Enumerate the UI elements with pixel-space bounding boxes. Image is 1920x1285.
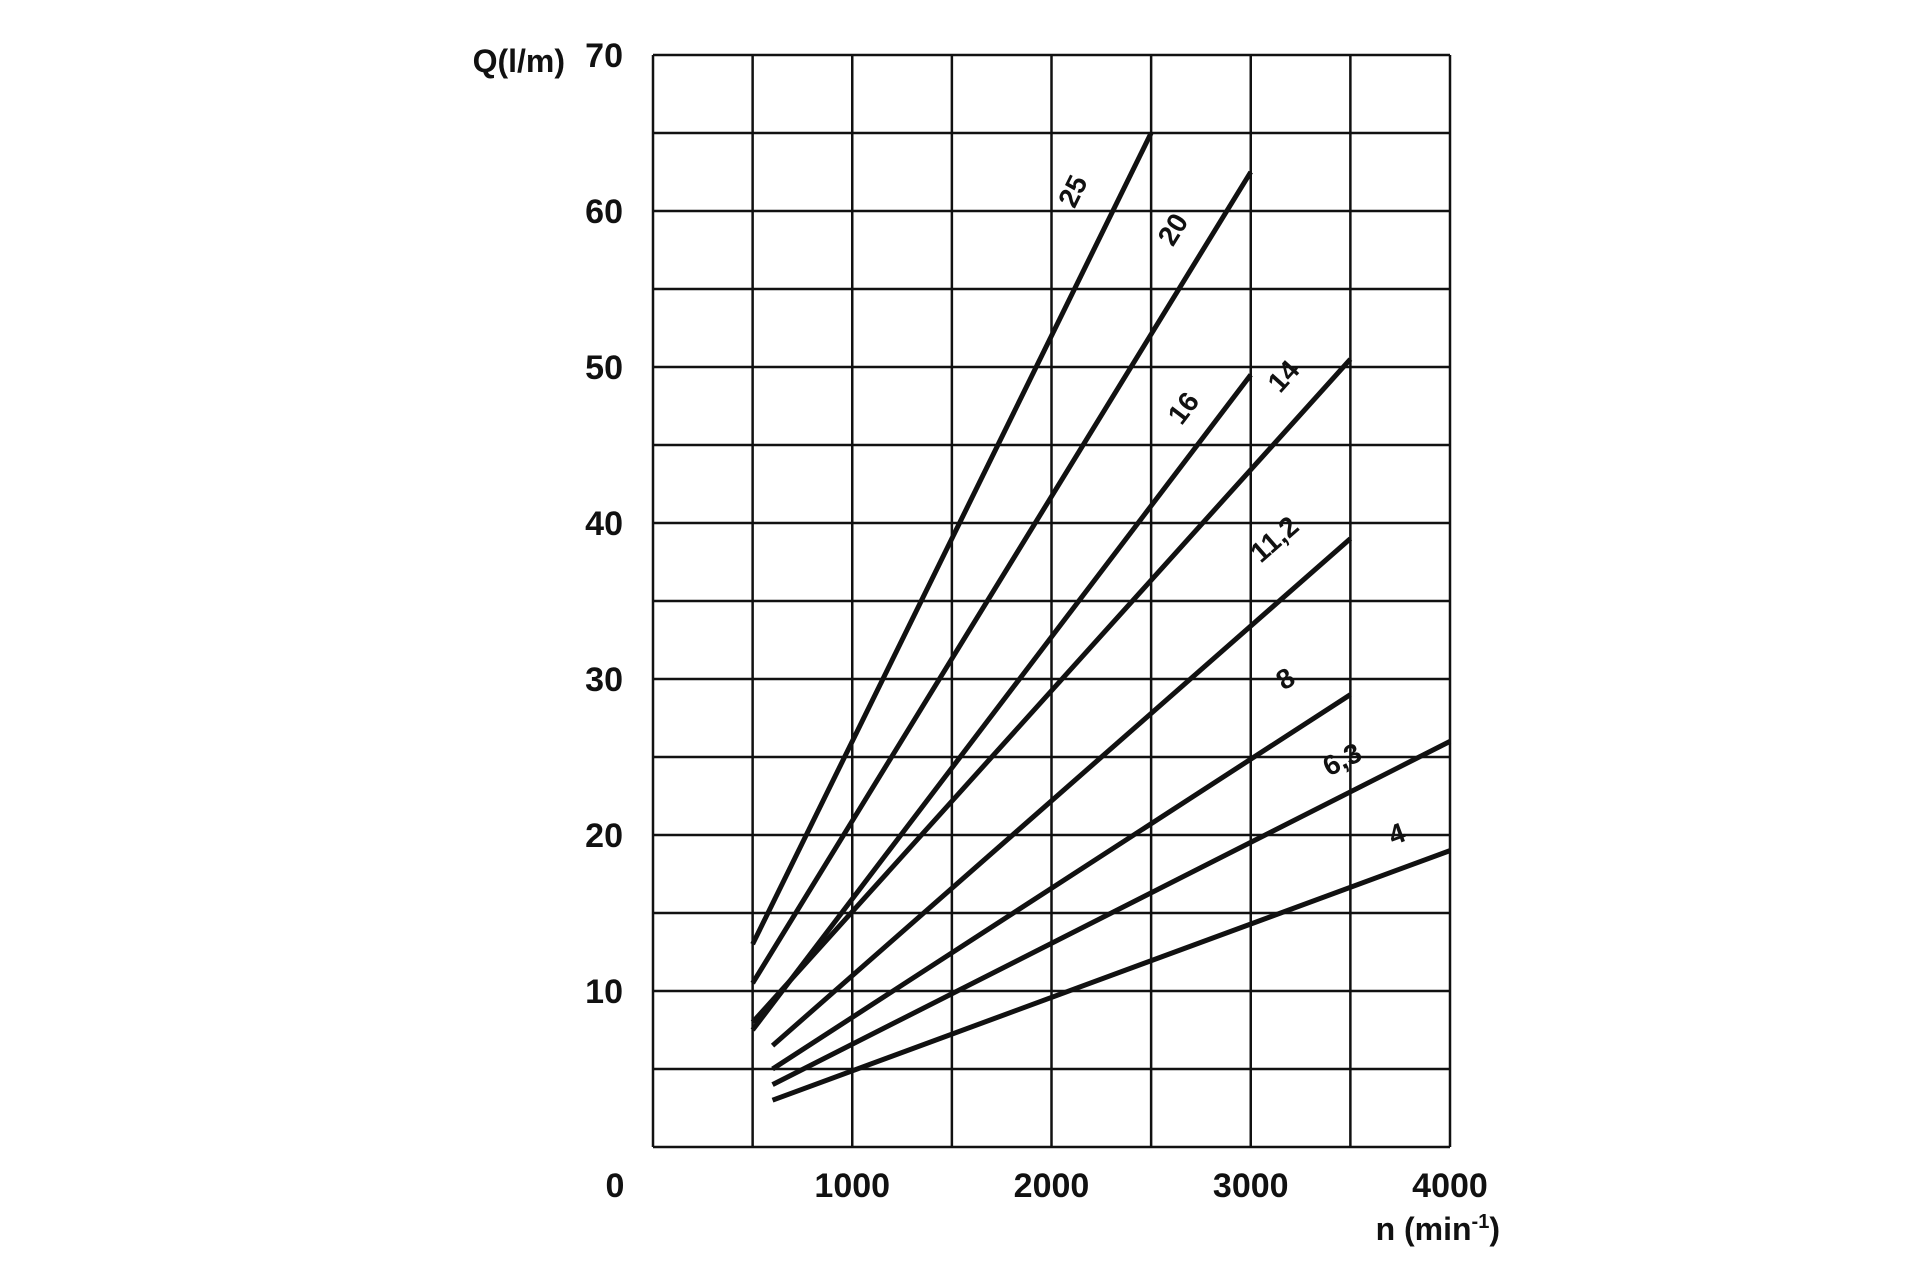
tick-labels: 0 1000 2000 3000 4000 10 20 30 40 50 60 70: [585, 37, 1488, 1205]
y-tick-label: 10: [585, 973, 623, 1011]
series-line-14: [750, 357, 1353, 1024]
series-label-6-3: 6,3: [1318, 737, 1367, 782]
x-axis-title: n (min-1): [1376, 1211, 1500, 1247]
y-tick-label: 70: [585, 37, 623, 75]
series-line-6-3: [771, 739, 1452, 1087]
series-lines: [750, 131, 1452, 1103]
series-label-25: 25: [1052, 170, 1094, 212]
y-axis-title: Q(l/m): [473, 43, 565, 79]
series-line-11-2: [770, 536, 1353, 1048]
x-axis-title-main: n (min: [1376, 1211, 1472, 1247]
y-tick-label: 20: [585, 817, 623, 855]
series-label-20: 20: [1152, 208, 1195, 251]
y-tick-label: 40: [585, 505, 623, 543]
series-line-20: [750, 170, 1253, 985]
x-axis-title-close: ): [1489, 1211, 1500, 1247]
series-line-4: [771, 848, 1451, 1103]
series-label-14: 14: [1262, 354, 1306, 398]
x-tick-label: 1000: [814, 1167, 890, 1205]
x-tick-label: 4000: [1412, 1167, 1488, 1205]
y-tick-label: 50: [585, 349, 623, 387]
series-line-16: [750, 373, 1253, 1032]
x-tick-label: 0: [606, 1167, 625, 1205]
x-tick-label: 3000: [1213, 1167, 1289, 1205]
grid: [651, 53, 1452, 1149]
y-tick-label: 30: [585, 661, 623, 699]
series-label-16: 16: [1162, 386, 1206, 430]
y-tick-label: 60: [585, 193, 623, 231]
x-axis-title-sup: -1: [1472, 1211, 1490, 1233]
x-tick-label: 2000: [1014, 1167, 1090, 1205]
series-line-25: [750, 131, 1154, 946]
series-line-8: [771, 692, 1352, 1072]
series-label-11-2: 11,2: [1244, 510, 1304, 568]
